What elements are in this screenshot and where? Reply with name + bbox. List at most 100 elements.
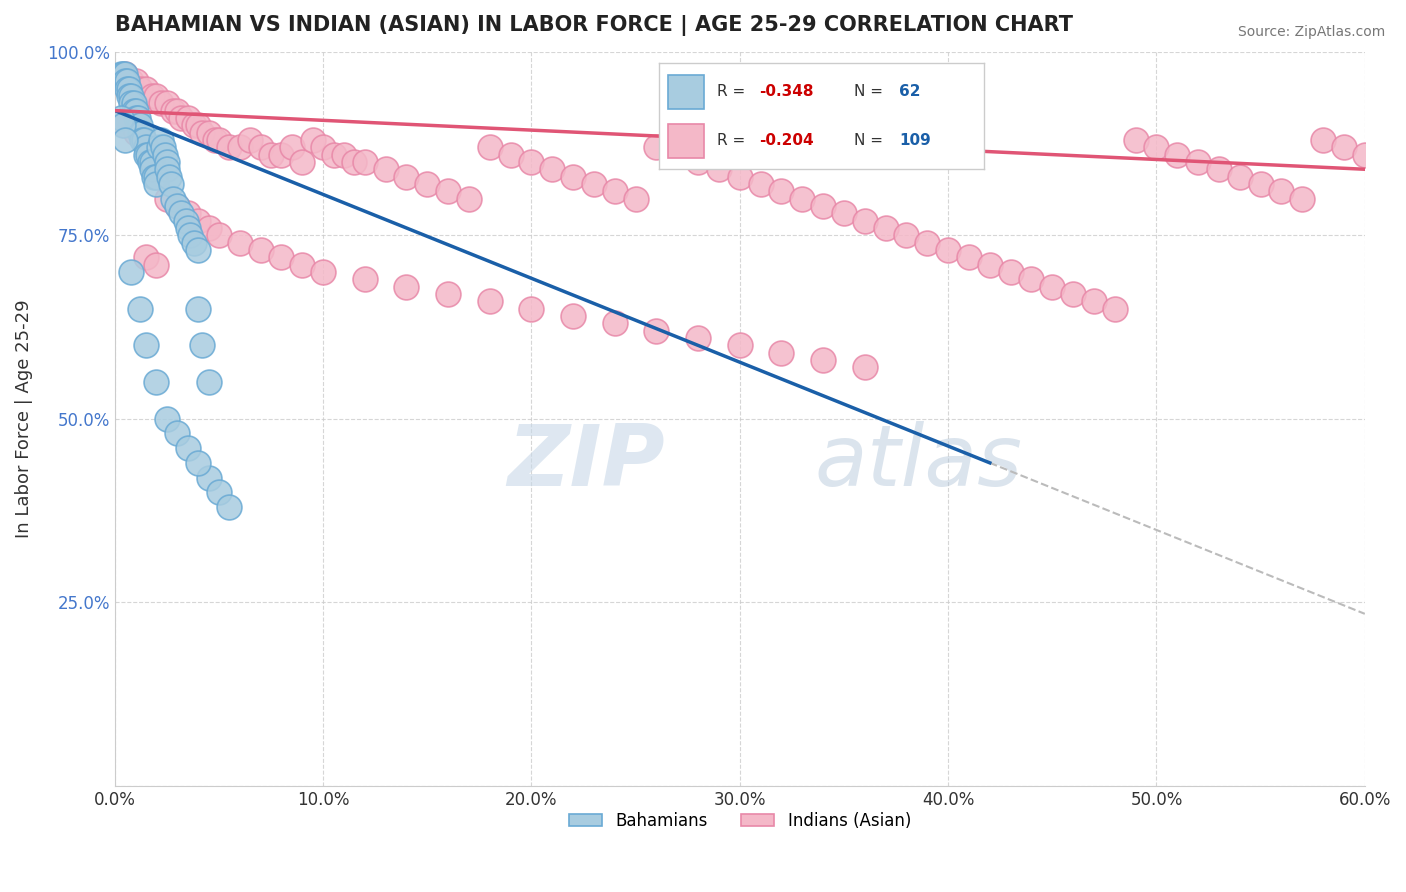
Point (770, 345, 793, 359)
Point (666, 147, 689, 161)
Point (148, 140, 170, 154)
Point (187, 243, 209, 257)
Point (141, 155, 163, 169)
Point (162, 103, 184, 118)
Point (128, 118, 150, 132)
Point (141, 162, 163, 177)
Point (270, 250, 292, 264)
Point (204, 133, 226, 147)
Point (128, 301, 150, 316)
Point (541, 162, 564, 177)
Point (301, 133, 323, 147)
Point (139, 155, 162, 169)
Point (728, 338, 751, 352)
Point (875, 221, 897, 235)
Point (281, 140, 304, 154)
Point (124, 74, 146, 88)
Point (179, 228, 201, 243)
Point (197, 126, 219, 140)
Point (322, 147, 344, 161)
Text: BAHAMIAN VS INDIAN (ASIAN) IN LABOR FORCE | AGE 25-29 CORRELATION CHART: BAHAMIAN VS INDIAN (ASIAN) IN LABOR FORC… (115, 15, 1073, 36)
Point (110, 67, 132, 81)
Point (208, 485, 231, 500)
Point (114, 67, 136, 81)
Point (1208, 162, 1230, 177)
Point (688, 155, 710, 169)
Point (156, 412, 179, 426)
Point (187, 213, 209, 227)
Point (124, 126, 146, 140)
Point (291, 258, 314, 272)
Point (135, 250, 157, 264)
Point (197, 375, 219, 389)
Point (249, 140, 271, 154)
Point (707, 162, 730, 177)
Point (187, 301, 209, 316)
Point (811, 199, 834, 213)
Point (749, 177, 772, 191)
Point (128, 81, 150, 95)
Point (166, 103, 188, 118)
Point (135, 140, 157, 154)
Point (128, 126, 150, 140)
Point (624, 192, 647, 206)
Point (187, 456, 209, 470)
Point (118, 81, 141, 95)
Point (176, 221, 198, 235)
Point (176, 441, 198, 455)
Point (603, 317, 626, 331)
Point (458, 192, 481, 206)
Point (395, 279, 418, 293)
Point (170, 206, 193, 220)
Point (395, 169, 418, 184)
Point (156, 192, 179, 206)
Point (811, 353, 834, 368)
Point (156, 162, 179, 177)
Point (124, 111, 146, 125)
Point (122, 103, 145, 118)
Legend: Bahamians, Indians (Asian): Bahamians, Indians (Asian) (562, 805, 918, 836)
Point (145, 177, 167, 191)
Point (312, 140, 335, 154)
Point (1000, 265, 1022, 279)
Point (1166, 147, 1188, 161)
Point (166, 426, 188, 441)
Point (562, 169, 585, 184)
Point (917, 235, 939, 250)
Point (520, 301, 543, 316)
Point (145, 169, 167, 184)
Point (122, 96, 145, 111)
Point (437, 287, 460, 301)
Point (1270, 184, 1292, 198)
Point (249, 243, 271, 257)
Y-axis label: In Labor Force | Age 25-29: In Labor Force | Age 25-29 (15, 300, 32, 538)
Point (218, 500, 240, 514)
Point (936, 243, 959, 257)
Point (141, 88, 163, 103)
Point (562, 309, 585, 323)
Point (112, 67, 135, 81)
Point (218, 140, 240, 154)
Point (136, 147, 159, 161)
Point (191, 338, 214, 352)
Point (333, 147, 356, 161)
Point (239, 133, 262, 147)
Point (792, 192, 814, 206)
Point (127, 111, 149, 125)
Point (770, 184, 793, 198)
Point (132, 133, 155, 147)
Point (187, 118, 209, 132)
Point (979, 258, 1001, 272)
Point (153, 147, 176, 161)
Point (1312, 133, 1334, 147)
Point (183, 118, 205, 132)
Point (145, 88, 167, 103)
Point (353, 155, 375, 169)
Point (156, 155, 179, 169)
Point (1062, 287, 1084, 301)
Point (229, 235, 252, 250)
Point (478, 294, 501, 309)
Point (112, 118, 135, 132)
Point (183, 235, 205, 250)
Point (157, 169, 180, 184)
